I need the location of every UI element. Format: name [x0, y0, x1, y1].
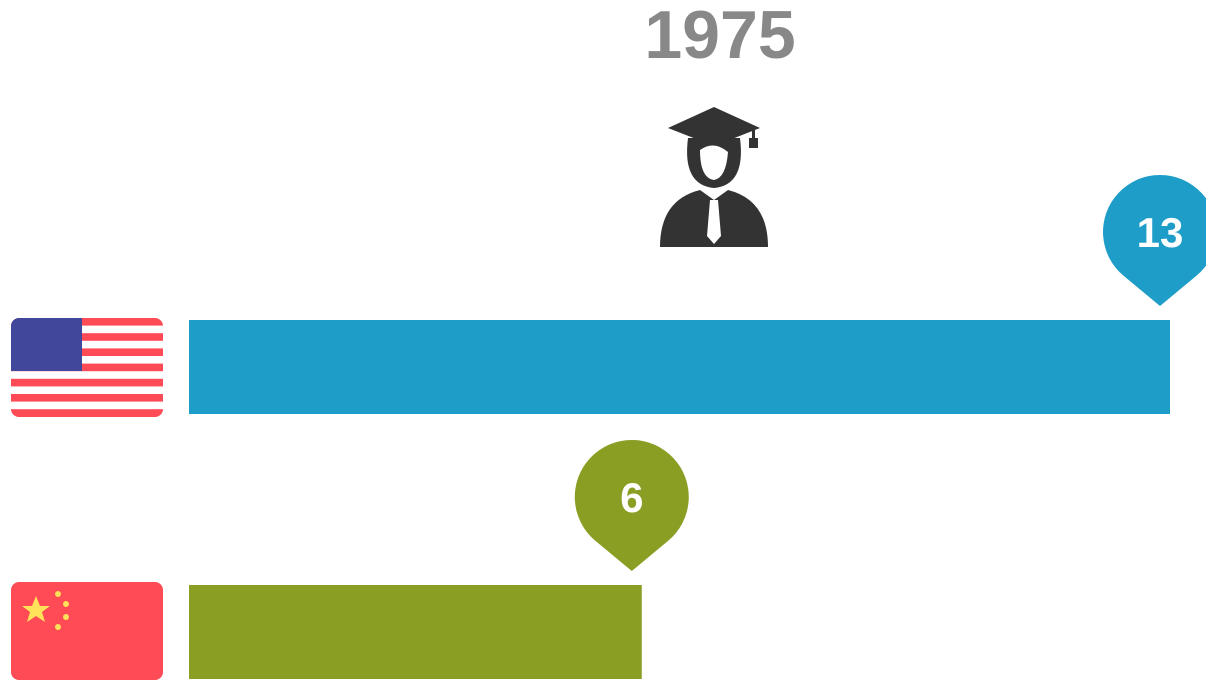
value-label: 13	[1137, 209, 1184, 256]
bar	[189, 585, 642, 679]
graduate-icon	[660, 107, 768, 247]
flag-usa	[11, 318, 163, 417]
value-pin	[574, 439, 689, 571]
value-label: 6	[620, 474, 643, 521]
chart-title: 1975	[644, 0, 795, 73]
flag-china	[11, 582, 163, 680]
bar	[189, 320, 1170, 414]
value-pin	[1103, 175, 1206, 306]
